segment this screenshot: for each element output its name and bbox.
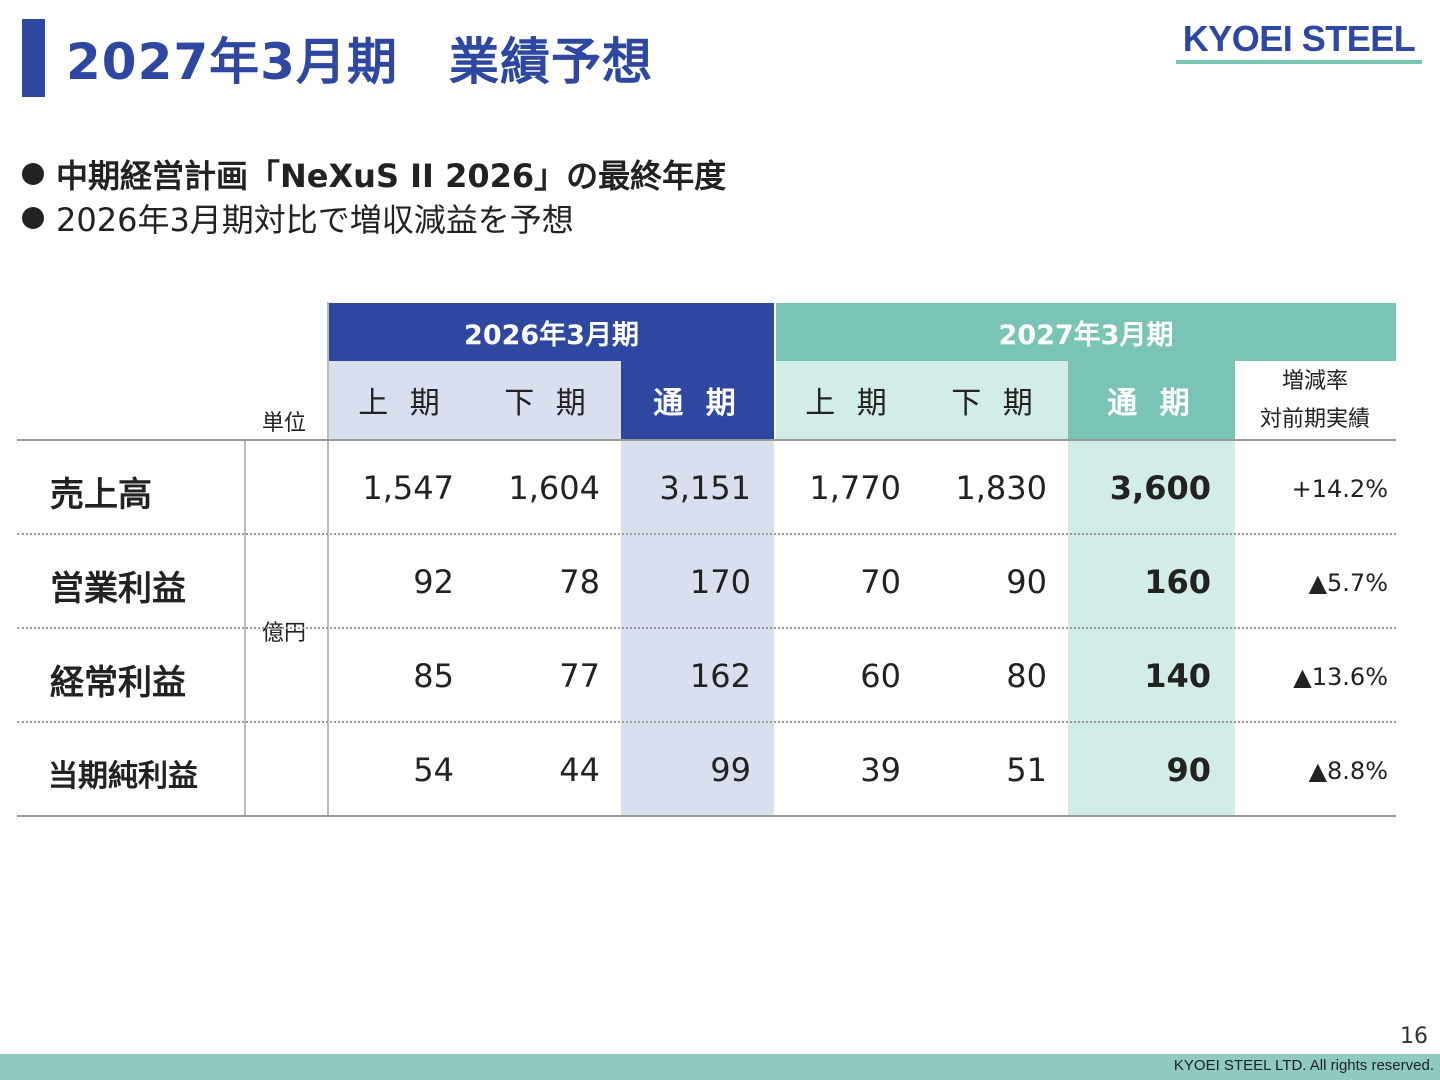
table-cell: 160 (1144, 563, 1211, 601)
sub-header-h1-2027: 上 期 (776, 361, 922, 439)
page-title: 2027年3月期 業績予想 (66, 33, 653, 91)
table-cell: 92 (413, 563, 454, 601)
table-cell: 78 (559, 563, 600, 601)
group-header-fy2026: 2026年3月期 (329, 303, 774, 361)
table-cell: 1,830 (955, 469, 1047, 507)
table-cell: 162 (689, 657, 751, 695)
bullet-text: 中期経営計画「NeXuS II 2026」の最終年度 (56, 157, 727, 195)
table-cell: 3,600 (1109, 469, 1211, 507)
sub-header-full-2026: 通 期 (621, 361, 774, 439)
table-cell: 1,770 (809, 469, 901, 507)
sub-header-h2-2027: 下 期 (922, 361, 1068, 439)
table-cell: 60 (860, 657, 901, 695)
table-cell: 140 (1144, 657, 1211, 695)
page-number: 16 (1400, 1024, 1428, 1049)
sub-header-h2-2026: 下 期 (475, 361, 621, 439)
row-label-ordinary-profit: 経常利益 (50, 663, 186, 703)
row-label-sales: 売上高 (50, 475, 152, 515)
table-hline (17, 533, 1396, 535)
bullet-dot-icon (22, 163, 44, 185)
rate-header-line1: 増減率 (1281, 369, 1348, 394)
table-cell: 170 (689, 563, 751, 601)
table-cell: 77 (559, 657, 600, 695)
rate-header: 増減率 対前期実績 (1236, 362, 1394, 438)
table-cell: 44 (559, 751, 600, 789)
table-hline (17, 627, 1396, 629)
unit-header: 単位 (262, 411, 307, 436)
title-accent-bar (22, 19, 45, 97)
sub-header-full-2027: 通 期 (1068, 361, 1235, 439)
table-cell: 85 (413, 657, 454, 695)
group-header-fy2027: 2027年3月期 (776, 303, 1396, 361)
table-hline (17, 439, 1396, 441)
row-label-operating-profit: 営業利益 (50, 569, 186, 609)
bullet-dot-icon (22, 207, 44, 229)
rate-header-line2: 対前期実績 (1259, 407, 1370, 432)
logo-underline (1176, 60, 1422, 64)
footer-bar (0, 1054, 1440, 1080)
rate-cell: +14.2% (1291, 475, 1388, 503)
bullet-item: 2026年3月期対比で増収減益を予想 (22, 196, 726, 240)
company-logo: KYOEI STEEL (1176, 18, 1422, 68)
rate-cell: ▲8.8% (1308, 757, 1388, 785)
table-cell: 90 (1166, 751, 1211, 789)
table-vline (327, 302, 329, 816)
table-cell: 70 (860, 563, 901, 601)
sub-header-h1-2026: 上 期 (329, 361, 475, 439)
forecast-table: 2026年3月期 2027年3月期 上 期 下 期 通 期 上 期 下 期 通 … (17, 302, 1396, 817)
table-hline (17, 815, 1396, 817)
table-cell: 99 (710, 751, 751, 789)
table-vline (774, 303, 776, 816)
bullet-item: 中期経営計画「NeXuS II 2026」の最終年度 (22, 152, 726, 196)
rate-cell: ▲13.6% (1293, 663, 1388, 691)
rate-cell: ▲5.7% (1308, 569, 1388, 597)
table-cell: 3,151 (659, 469, 751, 507)
table-cell: 1,547 (362, 469, 454, 507)
footer-copyright: KYOEI STEEL LTD. All rights reserved. (1173, 1057, 1434, 1074)
table-cell: 39 (860, 751, 901, 789)
table-hline (17, 721, 1396, 723)
bullet-list: 中期経営計画「NeXuS II 2026」の最終年度 2026年3月期対比で増収… (22, 152, 726, 240)
table-cell: 1,604 (508, 469, 600, 507)
table-cell: 90 (1006, 563, 1047, 601)
table-cell: 51 (1006, 751, 1047, 789)
table-cell: 54 (413, 751, 454, 789)
row-label-net-income: 当期純利益 (48, 759, 198, 794)
logo-text: KYOEI STEEL (1182, 18, 1416, 59)
bullet-text: 2026年3月期対比で増収減益を予想 (56, 201, 574, 239)
table-cell: 80 (1006, 657, 1047, 695)
unit-value: 億円 (262, 621, 307, 646)
